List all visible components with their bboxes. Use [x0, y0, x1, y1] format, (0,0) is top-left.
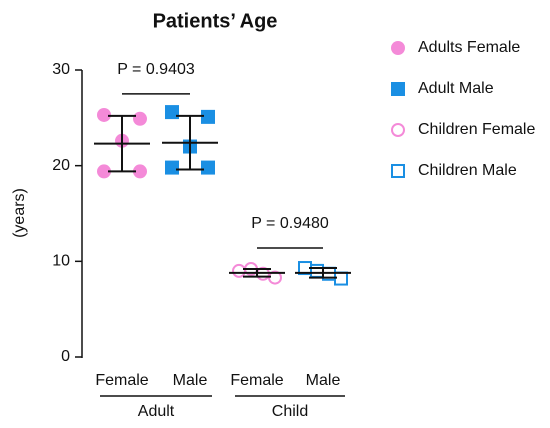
x-tick-label: Male [173, 372, 208, 389]
point [201, 160, 215, 175]
legend-marker [391, 41, 405, 55]
point [232, 263, 246, 278]
y-tick-label: 20 [52, 157, 70, 174]
legend-marker [391, 82, 405, 96]
y-tick-label: 10 [52, 253, 70, 270]
group-label: Child [272, 403, 308, 420]
legend-label: Adult Male [418, 80, 494, 97]
p-value: P = 0.9480 [251, 215, 329, 232]
point [310, 263, 324, 278]
legend-label: Children Male [418, 162, 517, 179]
x-tick-label: Male [306, 372, 341, 389]
point [133, 111, 147, 126]
x-tick-label: Female [230, 372, 283, 389]
point [165, 105, 179, 120]
point [201, 109, 215, 124]
y-tick-label: 30 [52, 61, 70, 78]
point [133, 164, 147, 179]
y-axis-label: (years) [11, 188, 28, 238]
legend-marker [391, 123, 405, 137]
point [97, 107, 111, 122]
y-tick-label: 0 [61, 348, 70, 365]
chart-title: Patients’ Age [153, 10, 278, 32]
legend-marker [391, 164, 405, 178]
group-label: Adult [138, 403, 175, 420]
p-value: P = 0.9403 [117, 61, 195, 78]
legend-label: Children Female [418, 121, 535, 138]
point [165, 160, 179, 175]
point [97, 164, 111, 179]
x-tick-label: Female [95, 372, 148, 389]
legend-label: Adults Female [418, 39, 520, 56]
